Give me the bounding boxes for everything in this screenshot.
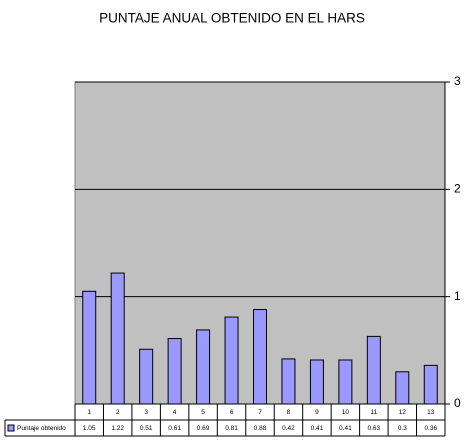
bar — [196, 329, 211, 405]
x-tick-label: 11 — [370, 409, 377, 416]
y-tick-label: 1 — [454, 289, 461, 303]
table-value: 0.36 — [424, 425, 437, 432]
x-tick-label: 7 — [258, 409, 262, 416]
bar — [338, 359, 353, 405]
x-tick-label: 13 — [427, 409, 435, 416]
bar — [309, 359, 324, 405]
x-tick-label: 3 — [144, 409, 148, 416]
bar — [167, 338, 182, 405]
bar — [139, 348, 154, 405]
bar — [224, 316, 239, 405]
bar — [366, 335, 381, 405]
bar — [110, 272, 125, 405]
table-value: 0.63 — [368, 425, 381, 432]
chart-title: PUNTAJE ANUAL OBTENIDO EN EL HARS — [99, 11, 365, 26]
x-tick-label: 9 — [315, 409, 319, 416]
table-value: 0.61 — [168, 425, 181, 432]
x-tick-label: 1 — [87, 409, 91, 416]
table-value: 0.88 — [254, 425, 267, 432]
table-value: 0.42 — [282, 425, 295, 432]
bar — [253, 309, 267, 405]
table-value: 1.22 — [111, 425, 124, 432]
table-value: 1.05 — [83, 425, 96, 432]
x-tick-label: 12 — [399, 409, 407, 416]
x-tick-label: 4 — [173, 409, 177, 416]
table-value: 0.41 — [311, 425, 324, 432]
x-tick-label: 6 — [230, 409, 234, 416]
y-tick-label: 3 — [454, 74, 461, 88]
x-tick-label: 5 — [201, 409, 205, 416]
table-value: 0.69 — [197, 425, 210, 432]
x-tick-label: 10 — [342, 409, 350, 416]
bar — [82, 290, 97, 405]
table-value: 0.81 — [225, 425, 238, 432]
y-tick-label: 0 — [454, 396, 461, 410]
legend-label: Puntaje obtenido — [17, 425, 66, 432]
x-tick-label: 2 — [116, 409, 120, 416]
table-value: 0.3 — [398, 425, 407, 432]
x-tick-label: 8 — [287, 409, 291, 416]
table-value: 0.51 — [140, 425, 153, 432]
bar — [395, 371, 410, 405]
y-tick-label: 2 — [454, 182, 461, 196]
table-value: 0.41 — [339, 425, 352, 432]
bar — [423, 364, 438, 405]
bar — [281, 358, 296, 405]
legend-swatch — [7, 424, 15, 432]
